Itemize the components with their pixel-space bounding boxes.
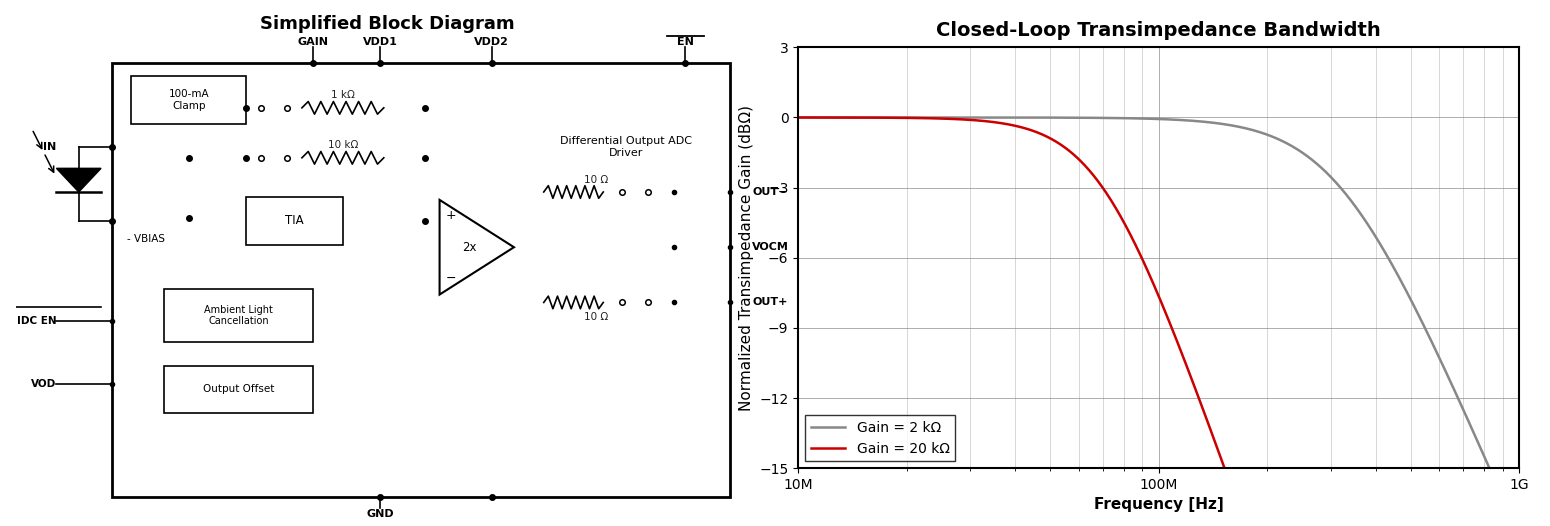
Text: 10 Ω: 10 Ω	[584, 175, 608, 186]
Text: Differential Output ADC
Driver: Differential Output ADC Driver	[560, 136, 691, 158]
Text: IN: IN	[43, 142, 56, 153]
Bar	[130, 76, 246, 124]
Bar	[164, 289, 313, 342]
Gain = 20 kΩ	[826, 114, 845, 120]
Gain = 2 kΩ	[826, 114, 845, 120]
Gain = 2 kΩ	[1490, 484, 1508, 491]
Line: Gain = 20 kΩ: Gain = 20 kΩ	[798, 117, 1519, 526]
Text: −: −	[445, 272, 456, 285]
Text: VDD1: VDD1	[363, 37, 397, 47]
Text: EN: EN	[677, 37, 693, 47]
Text: GND: GND	[366, 509, 394, 520]
Text: GAIN: GAIN	[298, 37, 329, 47]
Text: 100-mA
Clamp: 100-mA Clamp	[169, 89, 209, 111]
Text: +: +	[445, 209, 456, 222]
X-axis label: Frequency [Hz]: Frequency [Hz]	[1094, 498, 1223, 512]
Gain = 2 kΩ	[1356, 218, 1375, 225]
Gain = 20 kΩ	[1139, 270, 1158, 276]
Text: 10 Ω: 10 Ω	[584, 312, 608, 322]
Text: TIA: TIA	[285, 215, 304, 227]
Text: VOD: VOD	[31, 379, 56, 389]
Text: 1 kΩ: 1 kΩ	[330, 89, 355, 100]
Gain = 2 kΩ	[1121, 115, 1139, 122]
Text: Simplified Block Diagram: Simplified Block Diagram	[260, 15, 515, 33]
Text: VOCM: VOCM	[752, 242, 789, 252]
Text: IDC EN: IDC EN	[17, 316, 56, 326]
Bar	[246, 197, 343, 245]
Polygon shape	[56, 168, 101, 192]
Polygon shape	[440, 200, 515, 295]
Text: 10 kΩ: 10 kΩ	[327, 139, 358, 150]
Bar	[112, 63, 730, 497]
Title: Closed-Loop Transimpedance Bandwidth: Closed-Loop Transimpedance Bandwidth	[936, 21, 1381, 40]
Gain = 20 kΩ	[1121, 230, 1139, 236]
Gain = 2 kΩ	[1488, 484, 1507, 490]
Gain = 2 kΩ	[1139, 116, 1158, 122]
Legend: Gain = 2 kΩ, Gain = 20 kΩ: Gain = 2 kΩ, Gain = 20 kΩ	[804, 415, 955, 461]
Gain = 20 kΩ	[789, 114, 808, 120]
Text: 2x: 2x	[462, 241, 476, 254]
Text: OUT+: OUT+	[752, 297, 787, 308]
Gain = 2 kΩ	[789, 114, 808, 120]
Text: Ambient Light
Cancellation: Ambient Light Cancellation	[205, 305, 273, 327]
Text: Output Offset: Output Offset	[203, 384, 274, 394]
Text: OUT−: OUT−	[752, 187, 787, 197]
Y-axis label: Normalized Transimpedance Gain (dBΩ): Normalized Transimpedance Gain (dBΩ)	[739, 105, 753, 411]
Text: - VBIAS: - VBIAS	[127, 234, 166, 245]
Line: Gain = 2 kΩ: Gain = 2 kΩ	[798, 117, 1519, 526]
Text: VDD2: VDD2	[474, 37, 508, 47]
Bar	[164, 366, 313, 413]
